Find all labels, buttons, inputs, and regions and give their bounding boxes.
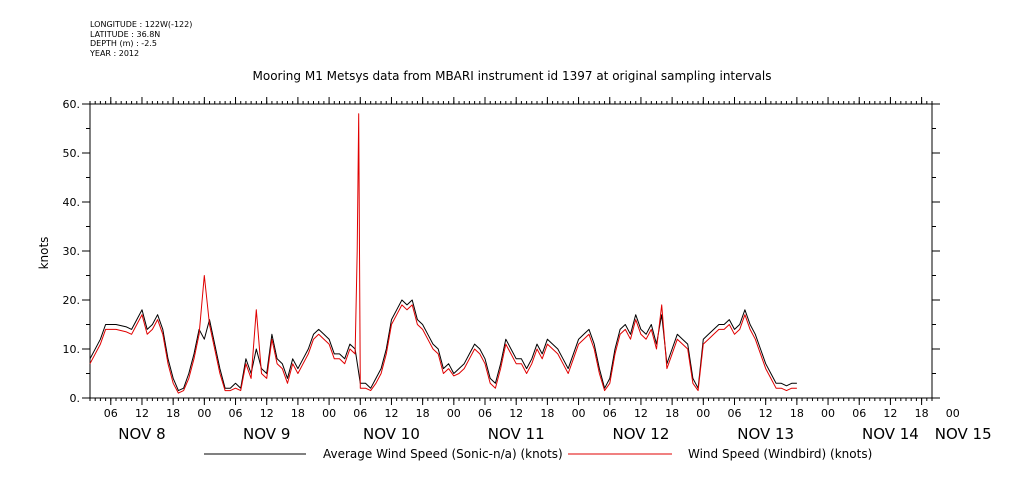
x-hour-label: 12 — [260, 407, 274, 420]
x-hour-label: 00 — [821, 407, 835, 420]
x-hour-label: 06 — [353, 407, 367, 420]
x-hour-label: 00 — [946, 407, 960, 420]
legend-label-1: Average Wind Speed (Sonic-n/a) (knots) — [323, 447, 563, 461]
x-hour-label: 06 — [104, 407, 118, 420]
axes: 0. 10. 20. 30. 40. 50. 60. 06 12 18 00 06 12 18 00 06 12… — [63, 97, 992, 443]
x-hour-label: 18 — [291, 407, 305, 420]
x-hour-label: 18 — [416, 407, 430, 420]
x-hour-label: 12 — [883, 407, 897, 420]
legend-label-2: Wind Speed (Windbird) (knots) — [688, 447, 872, 461]
x-hour-label: 00 — [197, 407, 211, 420]
x-hour-label: 18 — [540, 407, 554, 420]
x-hour-label: 18 — [790, 407, 804, 420]
x-day-label: NOV 10 — [363, 425, 420, 443]
x-hour-label: 06 — [852, 407, 866, 420]
x-day-label: NOV 9 — [243, 425, 290, 443]
meta-depth: DEPTH (m) : -2.5 — [90, 39, 157, 48]
x-hour-label: 12 — [509, 407, 523, 420]
y-axis-label: knots — [37, 237, 51, 270]
legend: Average Wind Speed (Sonic-n/a) (knots) Wi… — [204, 447, 872, 461]
x-hour-label: 18 — [915, 407, 929, 420]
x-day-label: NOV 14 — [862, 425, 919, 443]
x-hour-label: 00 — [696, 407, 710, 420]
x-hour-label: 00 — [447, 407, 461, 420]
y-tick-label: 40. — [63, 196, 81, 209]
y-tick-label: 20. — [63, 294, 81, 307]
series-layer — [89, 113, 797, 394]
x-hour-label: 12 — [634, 407, 648, 420]
meta-year: YEAR : 2012 — [90, 48, 140, 58]
x-hour-label: 18 — [665, 407, 679, 420]
y-tick-label: 30. — [63, 245, 81, 258]
x-day-label: NOV 8 — [118, 425, 165, 443]
x-hour-label: 06 — [229, 407, 243, 420]
x-hour-label: 00 — [322, 407, 336, 420]
x-hour-label: 18 — [166, 407, 180, 420]
x-day-label: NOV 12 — [612, 425, 669, 443]
chart-title: Mooring M1 Metsys data from MBARI instru… — [253, 69, 772, 83]
x-hour-label: 06 — [603, 407, 617, 420]
y-tick-label: 50. — [63, 147, 81, 160]
meta-latitude: LATITUDE : 36.8N — [90, 29, 161, 39]
x-day-label: NOV 13 — [737, 425, 794, 443]
y-tick-label: 10. — [63, 343, 81, 356]
x-hour-label: 06 — [478, 407, 492, 420]
x-hour-label: 12 — [135, 407, 149, 420]
location-metadata: LONGITUDE : 122W(-122) LATITUDE : 36.8N … — [90, 20, 192, 58]
x-hour-label: 06 — [727, 407, 741, 420]
x-day-label: NOV 15 — [935, 425, 992, 443]
y-tick-label: 60. — [63, 98, 81, 111]
x-day-label: NOV 11 — [488, 425, 545, 443]
series-line-2 — [89, 113, 797, 394]
series-line-1 — [89, 299, 797, 392]
meta-longitude: LONGITUDE : 122W(-122) — [90, 20, 193, 29]
x-hour-label: 00 — [572, 407, 586, 420]
x-hour-label: 12 — [384, 407, 398, 420]
x-hour-label: 12 — [759, 407, 773, 420]
y-tick-label: 0. — [70, 392, 81, 405]
